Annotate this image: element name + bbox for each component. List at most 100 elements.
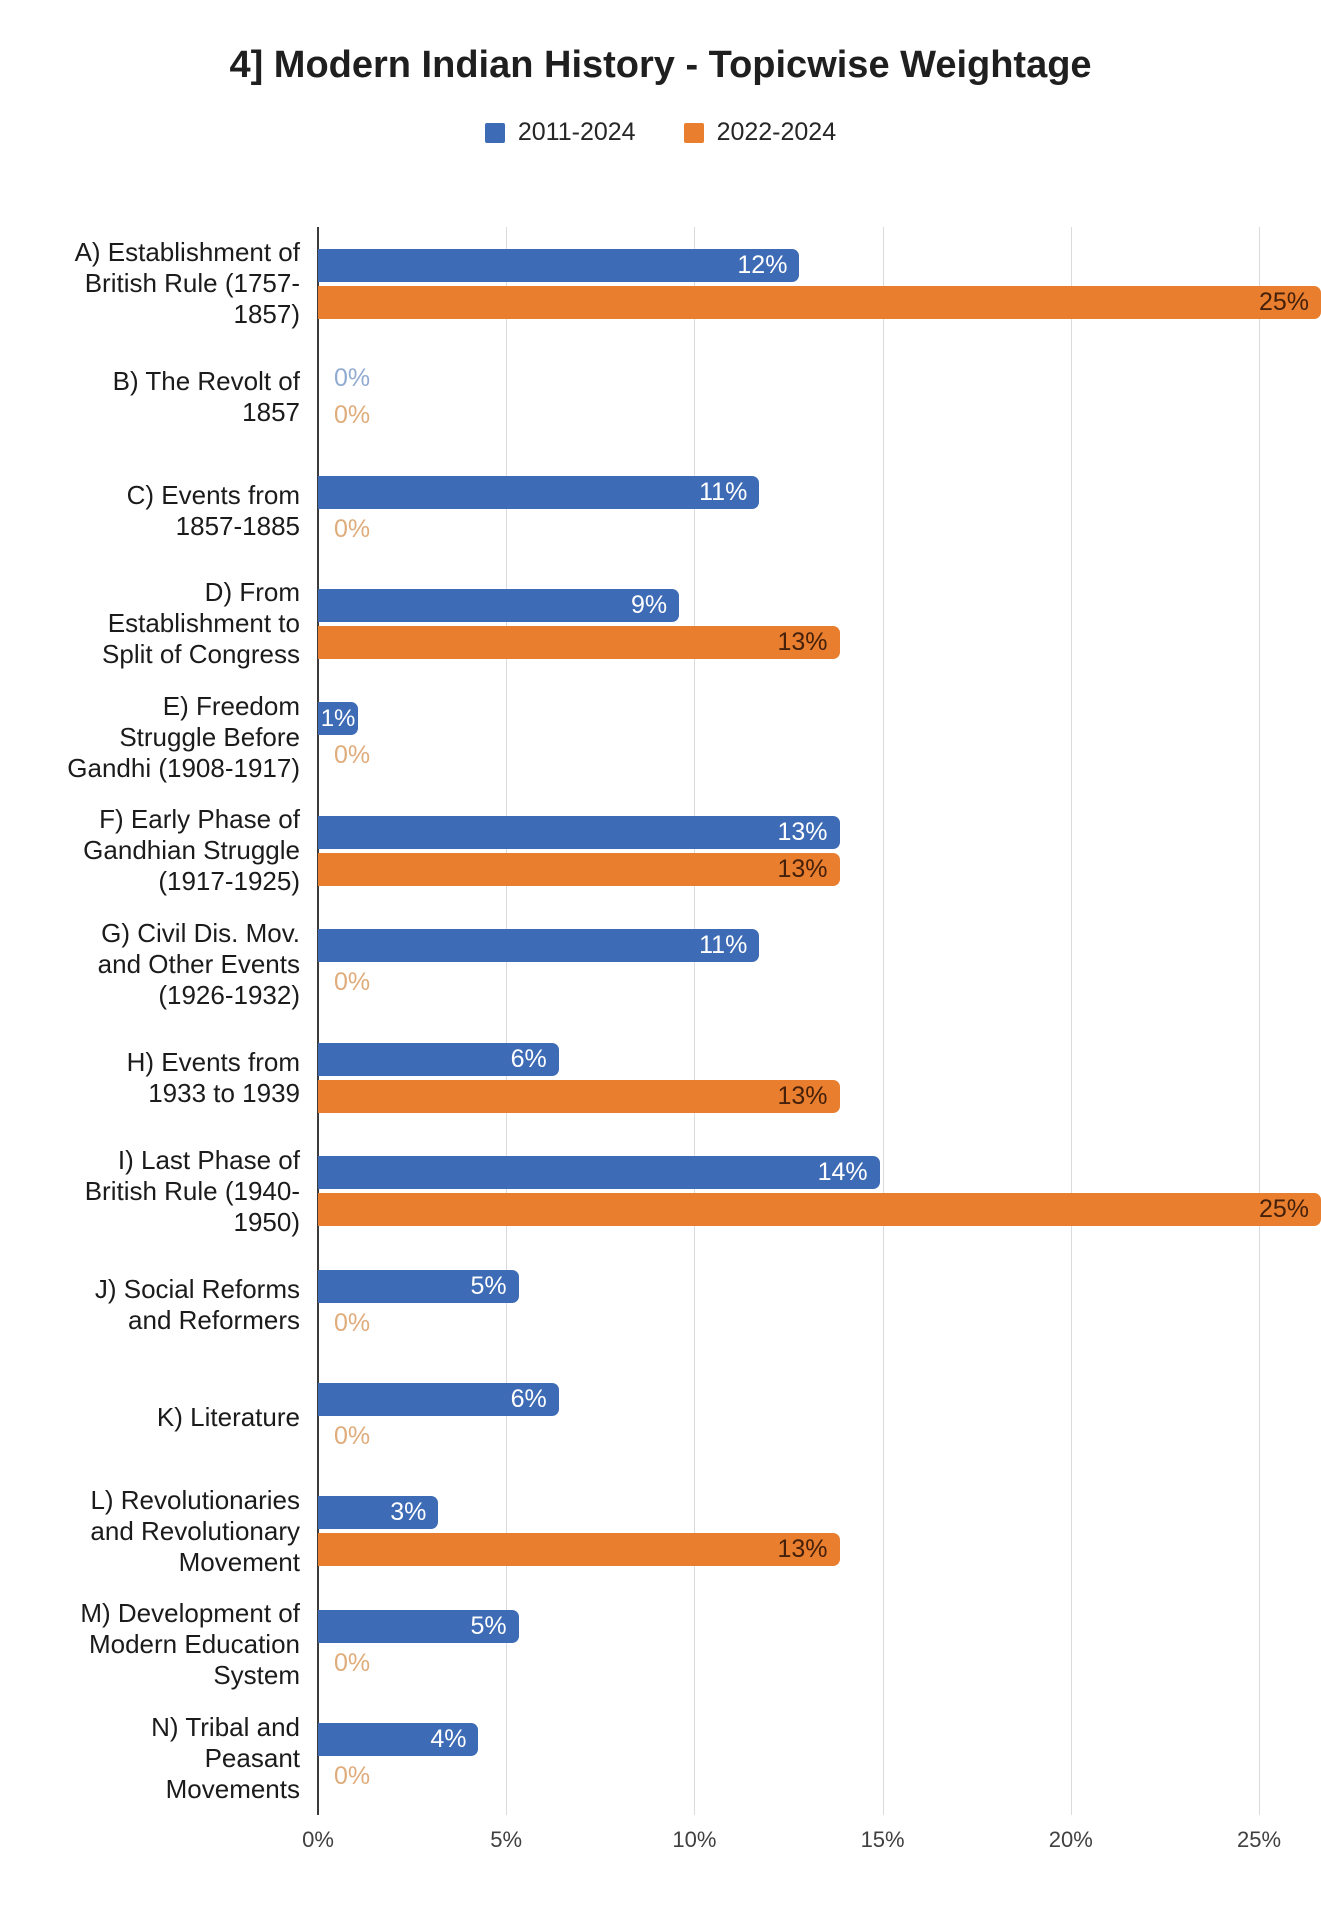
bar-value-label: 6%	[510, 1384, 547, 1413]
category-label-G: G) Civil Dis. Mov. and Other Events (192…	[97, 917, 300, 1010]
bar-value-label: 13%	[777, 817, 828, 846]
bar-2011-2024-M: 5%	[318, 1609, 519, 1643]
bar-value-label: 13%	[777, 627, 828, 656]
bar-2022-2024-F: 13%	[318, 852, 840, 886]
bar-group-H: 6% 13%	[318, 1021, 1321, 1134]
gridline-20%	[1070, 227, 1072, 1815]
category-row-D: D) From Establishment to Split of Congre…	[0, 567, 1321, 680]
category-label-F: F) Early Phase of Gandhian Struggle (191…	[83, 804, 300, 897]
bar-group-K: 6% 0%	[318, 1361, 1321, 1474]
bar-value-label: 1%	[320, 704, 356, 732]
bar-group-D: 9% 13%	[318, 567, 1321, 680]
x-tick-label-20%: 20%	[1048, 1827, 1093, 1852]
category-row-C: C) Events from 1857-1885 11% 0%	[0, 454, 1321, 567]
category-row-G: G) Civil Dis. Mov. and Other Events (192…	[0, 908, 1321, 1021]
bar-group-E: 1% 0%	[318, 681, 1321, 794]
bar-2011-2024-J: 5%	[318, 1269, 519, 1303]
bar-group-A: 12% 25%	[318, 227, 1321, 340]
bar-2011-2024-C: 11%	[318, 475, 760, 509]
y-axis-line	[317, 227, 319, 1815]
bar-value-label: 25%	[1258, 287, 1309, 316]
category-row-I: I) Last Phase of British Rule (1940- 195…	[0, 1134, 1321, 1247]
gridline-5%	[506, 227, 508, 1815]
bar-value-label: 11%	[699, 931, 748, 960]
bar-2011-2024-H: 6%	[318, 1042, 559, 1076]
category-row-H: H) Events from 1933 to 1939 6% 13%	[0, 1021, 1321, 1134]
category-row-N: N) Tribal and Peasant Movements 4% 0%	[0, 1701, 1321, 1814]
legend-item-2011-2024: 2011-2024	[484, 118, 636, 147]
x-axis: 0% 5% 10% 15% 20% 25%	[302, 1827, 1281, 1867]
bar-2022-2024-D: 13%	[318, 625, 840, 659]
category-label-M: M) Development of Modern Education Syste…	[80, 1598, 300, 1691]
category-label-C: C) Events from 1857-1885	[126, 479, 300, 541]
bar-value-label: 6%	[510, 1044, 547, 1073]
bar-value-label: 9%	[630, 590, 668, 619]
bar-2022-2024-H: 13%	[318, 1079, 840, 1113]
legend-label-2011-2024: 2011-2024	[517, 118, 636, 146]
category-label-L: L) Revolutionaries and Revolutionary Mov…	[90, 1484, 300, 1577]
bar-value-label: 25%	[1258, 1195, 1309, 1224]
zero-value-label-2022-2024-K: 0%	[334, 1421, 371, 1450]
bar-group-N: 4% 0%	[318, 1701, 1321, 1814]
bar-value-label: 5%	[470, 1271, 507, 1300]
category-row-K: K) Literature 6% 0%	[0, 1361, 1321, 1474]
bar-group-B: 0% 0%	[318, 340, 1321, 453]
bar-value-label: 3%	[390, 1498, 427, 1527]
category-row-E: E) Freedom Struggle Before Gandhi (1908-…	[0, 681, 1321, 794]
category-row-F: F) Early Phase of Gandhian Struggle (191…	[0, 794, 1321, 907]
x-tick-label-10%: 10%	[672, 1827, 717, 1852]
legend-item-2022-2024: 2022-2024	[683, 118, 837, 147]
bar-group-I: 14% 25%	[318, 1134, 1321, 1247]
category-label-H: H) Events from 1933 to 1939	[126, 1046, 300, 1108]
gridline-10%	[694, 227, 696, 1815]
category-row-A: A) Establishment of British Rule (1757- …	[0, 227, 1321, 340]
legend-swatch-blue-icon	[484, 122, 505, 143]
legend-label-2022-2024: 2022-2024	[716, 118, 837, 146]
category-label-B: B) The Revolt of 1857	[112, 366, 300, 428]
bar-group-M: 5% 0%	[318, 1588, 1321, 1701]
bar-2011-2024-I: 14%	[318, 1156, 880, 1190]
zero-value-label-2022-2024-M: 0%	[334, 1648, 371, 1677]
chart-legend: 2011-2024 2022-2024	[0, 118, 1321, 147]
zero-value-label-2022-2024-B: 0%	[334, 401, 371, 430]
zero-value-label-2022-2024-G: 0%	[334, 968, 371, 997]
bar-value-label: 12%	[737, 250, 788, 279]
category-label-I: I) Last Phase of British Rule (1940- 195…	[84, 1144, 300, 1237]
bar-value-label: 14%	[817, 1158, 868, 1187]
zero-value-label-2022-2024-N: 0%	[334, 1762, 371, 1791]
bar-value-label: 4%	[430, 1725, 467, 1754]
bar-value-label: 13%	[777, 1081, 828, 1110]
category-row-L: L) Revolutionaries and Revolutionary Mov…	[0, 1475, 1321, 1588]
category-label-D: D) From Establishment to Split of Congre…	[102, 577, 300, 670]
x-tick-label-0%: 0%	[302, 1827, 334, 1852]
bar-2022-2024-L: 13%	[318, 1533, 840, 1567]
zero-value-label-2011-2024-B: 0%	[334, 364, 371, 393]
bar-2011-2024-L: 3%	[318, 1496, 439, 1530]
x-tick-label-5%: 5%	[490, 1827, 523, 1852]
zero-value-label-2022-2024-E: 0%	[334, 741, 371, 770]
category-label-A: A) Establishment of British Rule (1757- …	[74, 237, 300, 330]
bar-value-label: 13%	[777, 1535, 828, 1564]
bar-2011-2024-K: 6%	[318, 1382, 559, 1416]
bar-group-C: 11% 0%	[318, 454, 1321, 567]
bar-2022-2024-I: 25%	[318, 1193, 1321, 1227]
gridline-25%	[1259, 227, 1260, 1815]
category-label-J: J) Social Reforms and Reformers	[94, 1273, 300, 1335]
bar-2011-2024-F: 13%	[318, 815, 840, 849]
category-row-J: J) Social Reforms and Reformers 5% 0%	[0, 1248, 1321, 1361]
bar-value-label: 13%	[777, 854, 828, 883]
bar-2011-2024-N: 4%	[318, 1723, 479, 1757]
bar-2011-2024-E: 1%	[318, 702, 359, 736]
chart-title: 4] Modern Indian History - Topicwise Wei…	[229, 44, 1092, 86]
gridline-15%	[882, 227, 884, 1815]
category-row-M: M) Development of Modern Education Syste…	[0, 1588, 1321, 1701]
bar-value-label: 11%	[699, 477, 748, 506]
category-label-N: N) Tribal and Peasant Movements	[151, 1711, 300, 1804]
bar-2011-2024-A: 12%	[318, 248, 800, 282]
x-tick-label-25%: 25%	[1236, 1827, 1282, 1852]
bar-group-J: 5% 0%	[318, 1248, 1321, 1361]
x-tick-label-15%: 15%	[860, 1827, 905, 1852]
bar-2022-2024-A: 25%	[318, 285, 1321, 319]
bar-2011-2024-G: 11%	[318, 929, 760, 963]
